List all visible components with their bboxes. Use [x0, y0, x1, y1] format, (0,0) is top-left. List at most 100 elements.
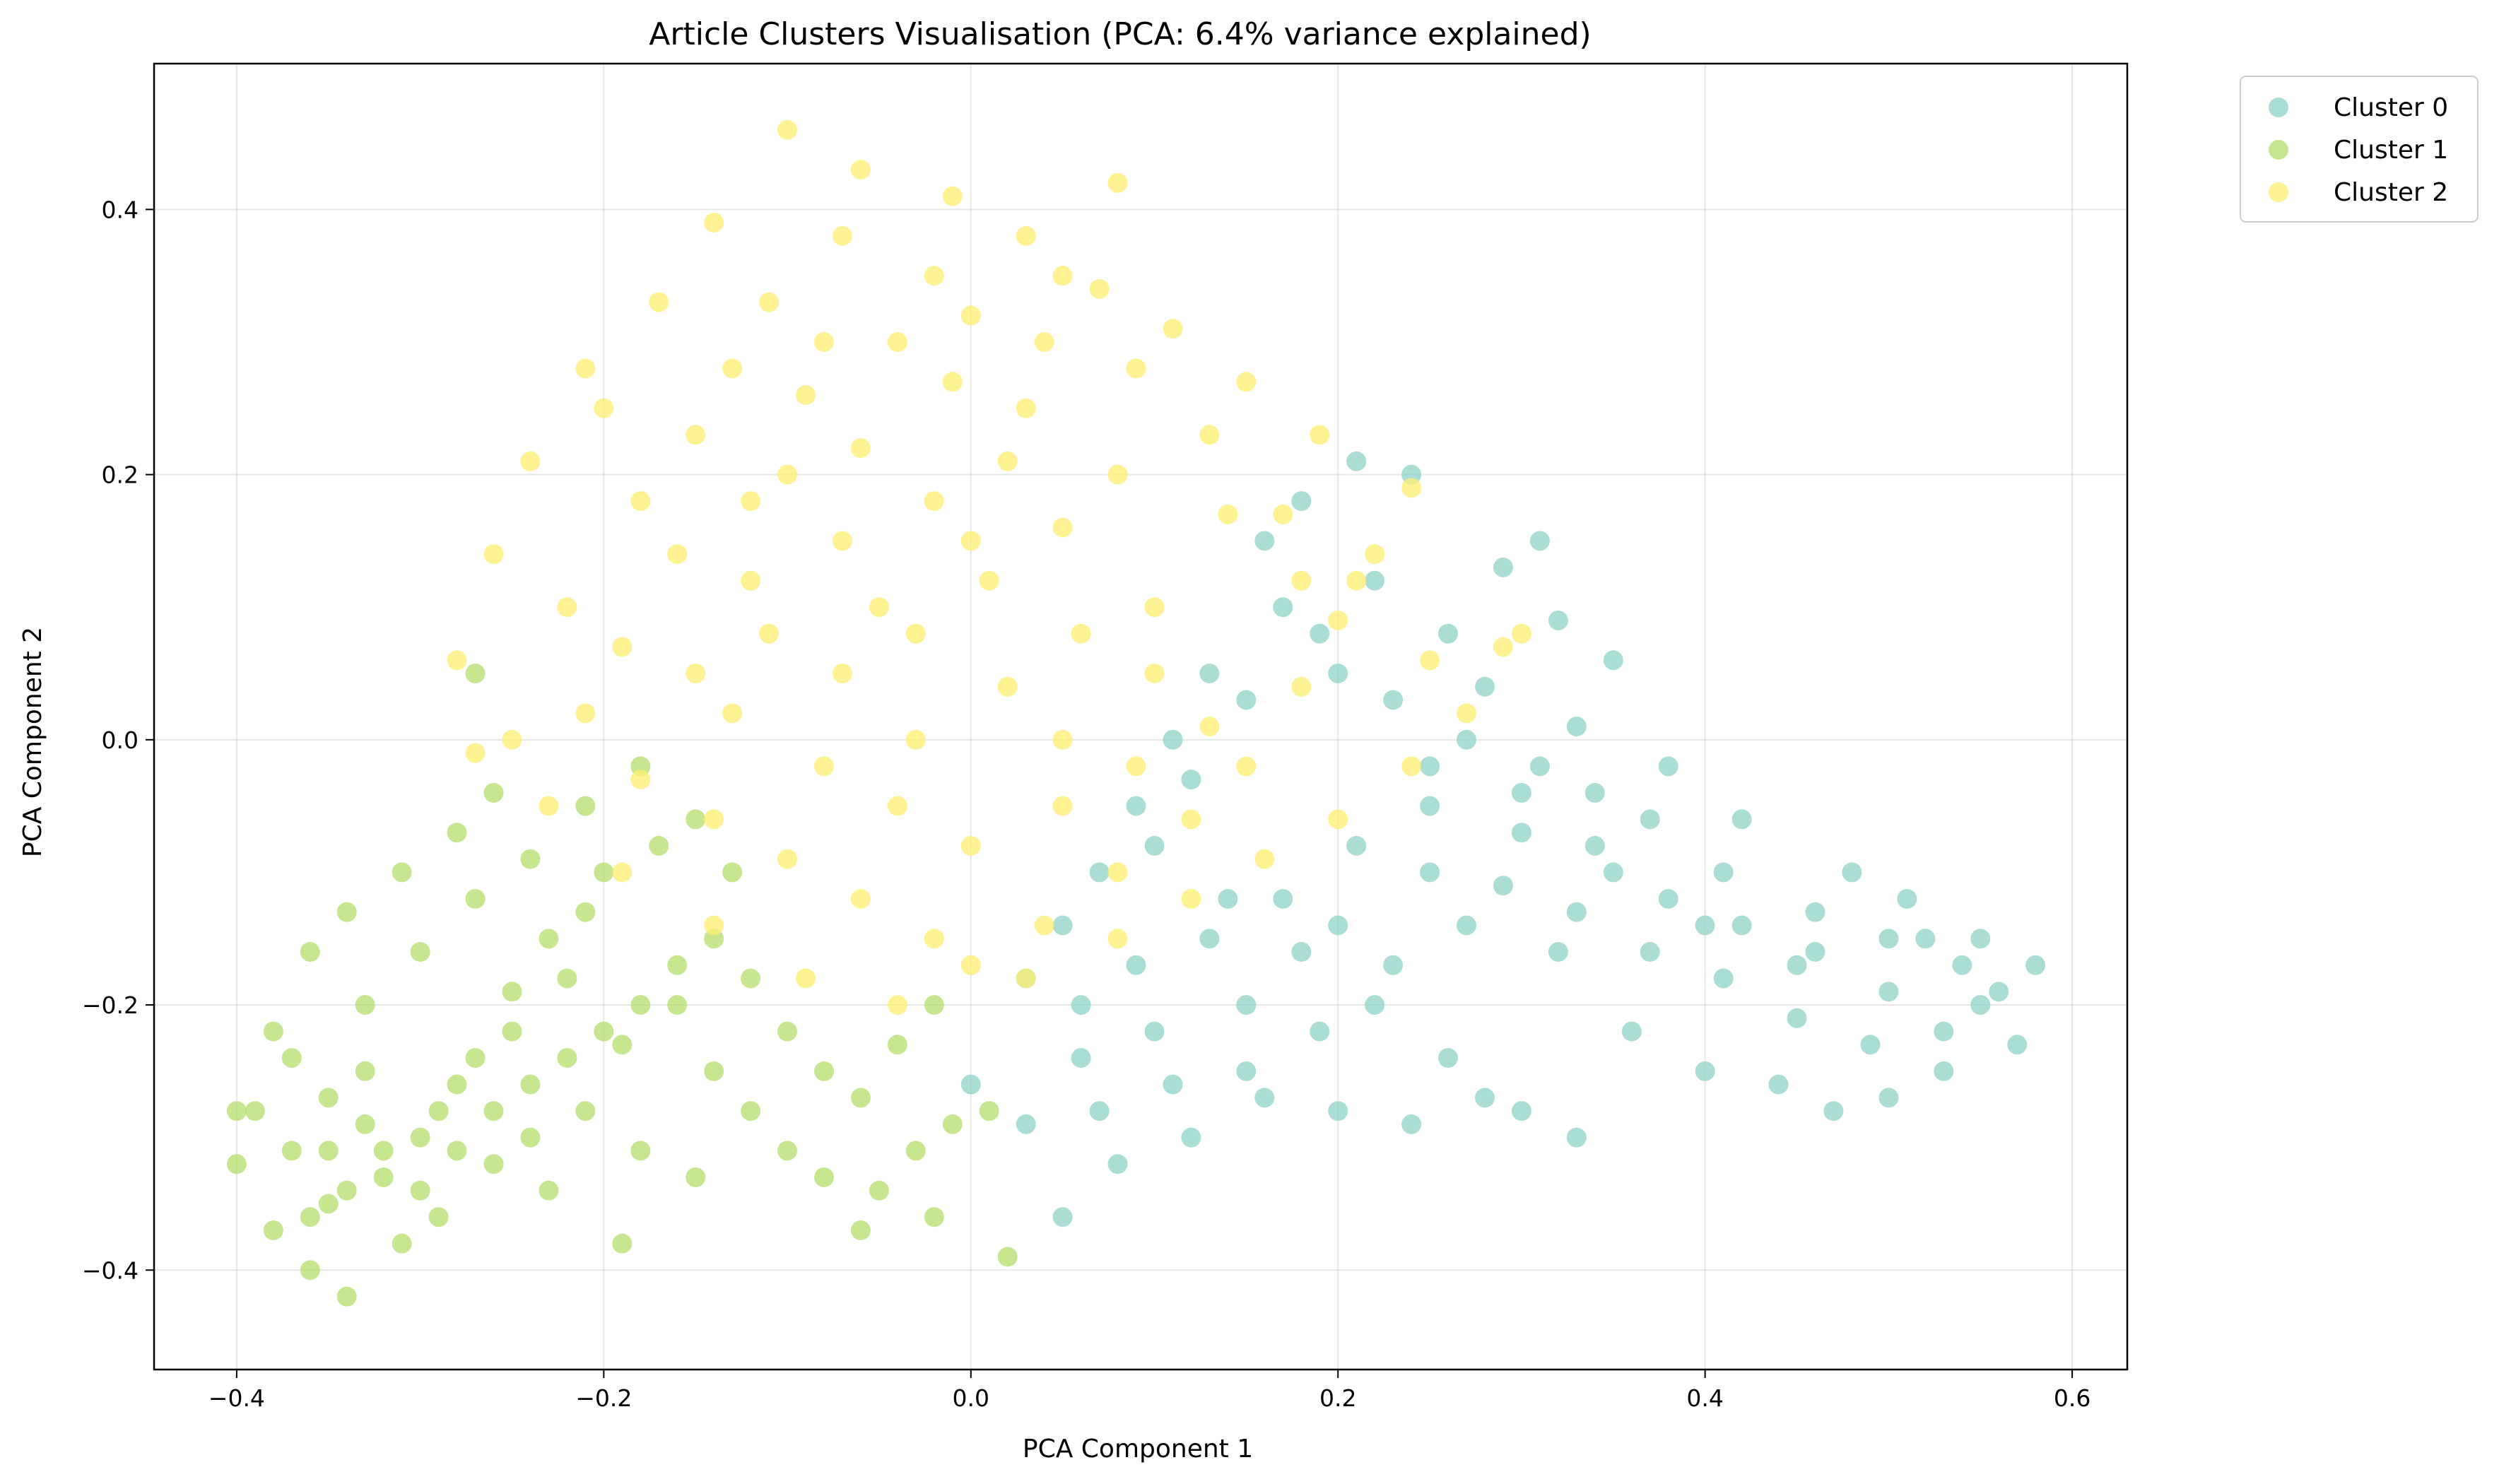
scatter-point — [1089, 1101, 1110, 1121]
scatter-point — [1584, 835, 1605, 856]
scatter-point — [575, 902, 596, 922]
scatter-point — [704, 915, 724, 936]
scatter-point — [373, 1141, 394, 1161]
scatter-point — [1163, 1074, 1183, 1095]
scatter-point — [833, 225, 852, 246]
x-tick-label: 0.0 — [953, 1384, 989, 1412]
scatter-point — [1934, 1021, 1954, 1042]
scatter-point — [612, 1035, 633, 1055]
scatter-point — [887, 995, 907, 1015]
scatter-point — [814, 1167, 834, 1187]
scatter-point — [1126, 796, 1146, 816]
scatter-point — [1970, 995, 1991, 1015]
scatter-point — [777, 464, 797, 485]
scatter-point — [557, 1048, 577, 1068]
scatter-point — [520, 1127, 541, 1148]
scatter-point — [1107, 172, 1128, 193]
scatter-point — [594, 862, 614, 883]
scatter-point — [557, 597, 577, 618]
scatter-point — [1731, 915, 1752, 936]
scatter-point — [1199, 425, 1220, 445]
scatter-point — [539, 929, 559, 949]
scatter-point — [667, 544, 688, 565]
x-tick-label: −0.2 — [575, 1384, 632, 1412]
scatter-point — [1420, 796, 1440, 816]
scatter-point — [741, 1101, 761, 1121]
scatter-point — [594, 1021, 614, 1042]
scatter-point — [1052, 1207, 1073, 1227]
scatter-point — [1199, 664, 1220, 683]
scatter-point — [1273, 597, 1293, 618]
scatter-point — [1144, 1021, 1165, 1042]
scatter-point — [1842, 862, 1862, 883]
scatter-point — [905, 1141, 926, 1161]
scatter-point — [502, 982, 522, 1002]
scatter-points — [226, 119, 2046, 1307]
scatter-point — [1310, 1021, 1330, 1042]
scatter-point — [1199, 717, 1220, 737]
scatter-point — [336, 902, 357, 922]
scatter-point — [612, 1233, 633, 1254]
scatter-point — [520, 1074, 541, 1095]
scatter-point — [630, 995, 651, 1015]
series-3-points — [447, 119, 1531, 1015]
scatter-point — [1457, 703, 1476, 724]
scatter-point — [226, 1154, 247, 1174]
y-tick-label: 0.0 — [102, 726, 139, 754]
scatter-point — [483, 1154, 504, 1174]
scatter-point — [777, 1141, 797, 1161]
scatter-point — [410, 942, 430, 962]
y-tick-label: 0.2 — [102, 461, 139, 489]
scatter-point — [1144, 664, 1165, 683]
scatter-point — [630, 770, 651, 790]
scatter-point — [1493, 557, 1513, 577]
grid-lines — [154, 64, 2127, 1370]
scatter-point — [1915, 929, 1936, 949]
scatter-point — [814, 332, 834, 352]
scatter-point — [355, 1061, 375, 1081]
series-2-points — [226, 664, 1018, 1307]
scatter-point — [960, 835, 981, 856]
scatter-point — [465, 664, 486, 683]
scatter-point — [1236, 756, 1257, 777]
scatter-point — [704, 213, 724, 233]
scatter-point — [997, 676, 1018, 697]
scatter-point — [447, 1141, 467, 1161]
scatter-point — [447, 1074, 467, 1095]
scatter-point — [1107, 1154, 1128, 1174]
scatter-point — [1181, 889, 1201, 909]
scatter-point — [1328, 915, 1348, 936]
scatter-point — [1291, 570, 1312, 591]
scatter-point — [814, 756, 834, 777]
scatter-point — [686, 1167, 706, 1187]
scatter-point — [483, 544, 504, 565]
scatter-point — [318, 1088, 339, 1108]
scatter-point — [1401, 1114, 1422, 1134]
scatter-point — [1181, 770, 1201, 790]
scatter-point — [1346, 451, 1367, 471]
scatter-point — [355, 995, 375, 1015]
scatter-point — [796, 385, 816, 405]
scatter-point — [483, 1101, 504, 1121]
scatter-point — [1420, 650, 1440, 671]
scatter-point — [777, 119, 797, 140]
scatter-point — [557, 968, 577, 989]
scatter-point — [667, 955, 688, 975]
scatter-point — [924, 929, 944, 949]
scatter-point — [850, 1088, 871, 1108]
legend-label: Cluster 1 — [2334, 136, 2448, 165]
scatter-point — [869, 597, 889, 618]
scatter-point — [1254, 531, 1275, 551]
x-tick-label: 0.2 — [1319, 1384, 1356, 1412]
scatter-point — [1511, 823, 1531, 843]
scatter-point — [1970, 929, 1991, 949]
scatter-point — [979, 570, 999, 591]
scatter-point — [1768, 1074, 1789, 1095]
scatter-point — [1052, 796, 1073, 816]
scatter-point — [686, 809, 706, 830]
scatter-point — [1420, 756, 1440, 777]
scatter-point — [814, 1061, 834, 1081]
scatter-point — [1107, 464, 1128, 485]
